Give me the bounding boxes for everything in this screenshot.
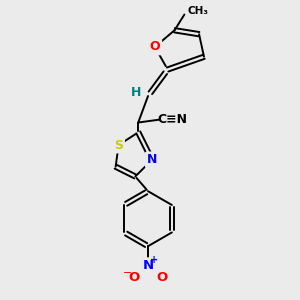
Text: H: H — [131, 85, 141, 99]
Text: CH₃: CH₃ — [187, 6, 208, 16]
Text: N: N — [142, 259, 154, 272]
Text: −: − — [123, 268, 132, 278]
Text: +: + — [150, 255, 158, 265]
Text: O: O — [156, 271, 167, 284]
Text: N: N — [147, 153, 157, 166]
Text: S: S — [114, 139, 123, 152]
Text: C≡N: C≡N — [158, 113, 188, 126]
Text: O: O — [150, 40, 160, 53]
Text: O: O — [129, 271, 140, 284]
